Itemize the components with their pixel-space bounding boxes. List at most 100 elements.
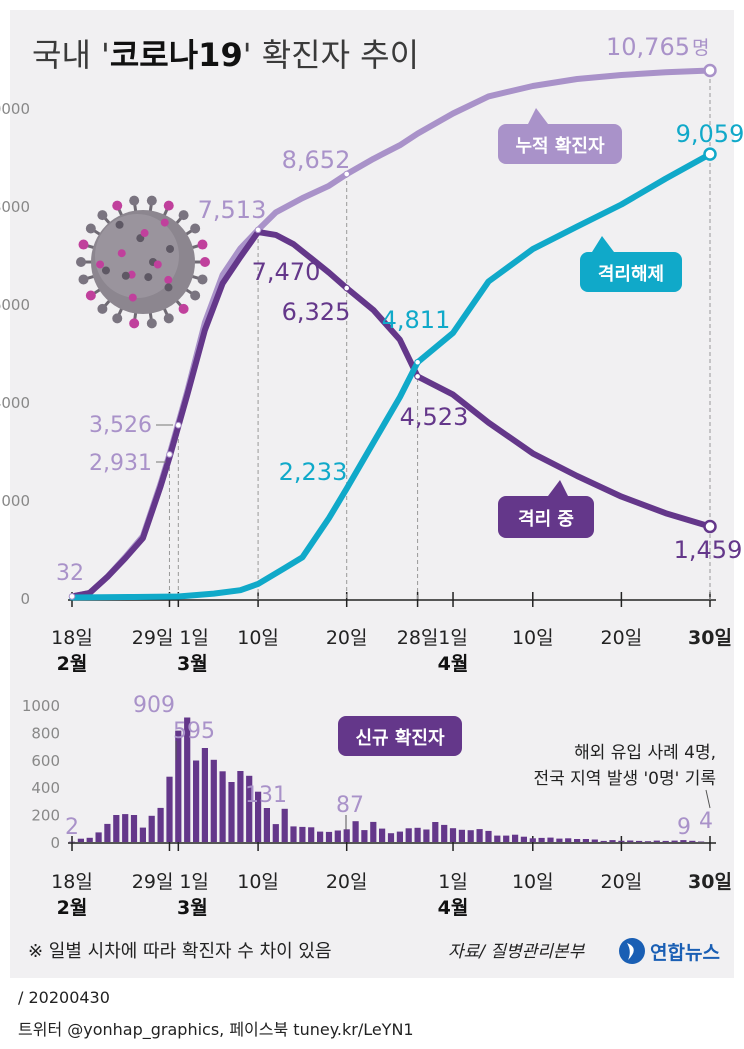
data-point-marker <box>254 226 262 234</box>
new-cases-bar <box>520 836 527 842</box>
new-cases-bar <box>263 808 270 842</box>
new-cases-bar <box>574 839 581 842</box>
top-x-month-label: 3월 <box>177 653 208 675</box>
new-cases-bar <box>228 782 235 842</box>
new-cases-bar <box>272 824 279 842</box>
value-label: 7,513 <box>198 196 267 224</box>
top-x-tick-label: 20일 <box>601 627 643 649</box>
new-cases-bar <box>77 838 84 842</box>
new-cases-bar <box>503 835 510 842</box>
value-label: 4,811 <box>382 306 451 334</box>
data-point-marker <box>414 373 421 380</box>
bottom-x-month-label: 4월 <box>438 897 469 919</box>
top-y-tick-label: 10000 <box>0 100 30 118</box>
value-label: 9,059 <box>676 120 744 148</box>
bottom-y-tick-label: 1000 <box>22 697 60 715</box>
new-cases-bar <box>680 840 687 842</box>
new-cases-bar <box>219 771 226 842</box>
value-label: 1,459 <box>674 536 743 564</box>
top-x-tick-label: 1일 <box>179 627 209 649</box>
top-x-tick-label: 1일 <box>438 627 468 649</box>
new-cases-bar <box>352 821 359 842</box>
label-leader <box>705 789 711 809</box>
new-cases-bar <box>255 791 262 842</box>
new-cases-bar <box>361 830 368 842</box>
new-cases-bar <box>317 831 324 842</box>
new-cases-bar <box>591 839 598 842</box>
top-chart-lines <box>68 63 717 601</box>
new-cases-bar <box>636 840 643 842</box>
top-x-tick-label: 18일 <box>51 627 93 649</box>
value-label: 2,931 <box>89 451 152 476</box>
bottom-y-tick-label: 800 <box>31 724 60 742</box>
new-cases-bar <box>644 841 652 842</box>
bottom-x-tick-label: 20일 <box>326 871 368 893</box>
new-cases-bar <box>662 840 669 842</box>
new-cases-bar <box>370 821 377 842</box>
top-x-month-label: 4월 <box>438 653 469 675</box>
new-cases-bar <box>343 829 350 842</box>
value-label: 10,765 <box>606 33 690 61</box>
top-x-tick-label: 20일 <box>326 627 368 649</box>
bottom-y-tick-label: 600 <box>31 752 60 770</box>
source-text: 자료/ 질병관리본부 <box>448 942 586 962</box>
new-cases-bar <box>485 830 492 842</box>
endpoint-marker <box>703 63 717 78</box>
top-y-tick-label: 0 <box>20 590 30 608</box>
new-cases-bar <box>653 840 660 842</box>
data-point-marker <box>414 358 421 366</box>
top-y-tick-label: 2000 <box>0 492 30 510</box>
new-cases-bar <box>113 815 120 842</box>
data-point-marker <box>166 451 173 458</box>
new-cases-bar <box>148 815 155 842</box>
new-cases-bar <box>201 748 208 842</box>
endpoint-marker <box>703 147 717 161</box>
data-point-marker <box>68 593 76 600</box>
new-cases-bar <box>529 838 536 842</box>
new-cases-bar <box>104 823 111 842</box>
new-cases-bar <box>565 838 572 842</box>
endpoint-marker <box>703 519 717 534</box>
new-cases-bar <box>290 826 297 842</box>
new-cases-bar <box>458 829 465 842</box>
new-cases-bar <box>184 717 191 842</box>
footer-social: 트위터 @yonhap_graphics, 페이스북 tuney.kr/LeYN… <box>18 1020 414 1039</box>
new-cases-bar <box>556 838 563 842</box>
new-cases-bar <box>334 830 341 842</box>
footnote: ※ 일별 시차에 따라 확진자 수 차이 있음 <box>28 941 332 962</box>
top-chart-axes: 020004000600080001000018일2월29일1일3월10일20일… <box>0 72 732 675</box>
bottom-x-tick-label: 29일 <box>132 871 174 893</box>
virus-icon <box>76 195 210 329</box>
new-cases-bar <box>582 839 589 842</box>
new-cases-callout: 신규 확진자 <box>338 716 462 756</box>
bottom-x-tick-label: 10일 <box>237 871 279 893</box>
new-cases-bar <box>609 840 616 842</box>
new-cases-bar <box>68 841 76 843</box>
new-cases-bar <box>449 828 457 842</box>
new-cases-bar <box>494 835 501 842</box>
new-cases-bar <box>237 771 244 842</box>
isolated-series-name: 격리 중 <box>518 509 574 530</box>
top-x-tick-label: 29일 <box>132 627 174 649</box>
value-label: 8,652 <box>282 146 351 174</box>
new-cases-bar <box>671 840 678 842</box>
new-cases-bar <box>308 827 315 842</box>
value-label: 32 <box>56 561 84 586</box>
released-series-name: 격리해제 <box>598 264 664 285</box>
top-x-tick-label: 10일 <box>237 627 279 649</box>
top-x-tick-label: 10일 <box>512 627 554 649</box>
new-cases-bar <box>441 824 448 842</box>
top-y-tick-label: 4000 <box>0 394 30 412</box>
new-cases-bar <box>538 837 545 842</box>
new-cases-bar <box>476 829 483 842</box>
new-cases-value-label: 9 <box>677 815 691 840</box>
new-cases-bar <box>387 833 395 842</box>
cumulative-callout: 누적 확진자 <box>498 108 622 164</box>
top-x-tick-label: 30일 <box>688 627 732 649</box>
new-cases-value-label: 909 <box>133 693 175 718</box>
new-cases-bar <box>299 826 306 842</box>
new-cases-bar <box>246 775 253 842</box>
